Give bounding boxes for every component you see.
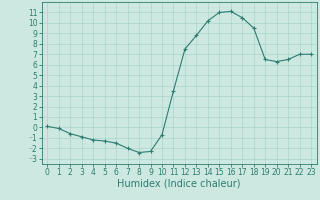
X-axis label: Humidex (Indice chaleur): Humidex (Indice chaleur) [117, 179, 241, 189]
